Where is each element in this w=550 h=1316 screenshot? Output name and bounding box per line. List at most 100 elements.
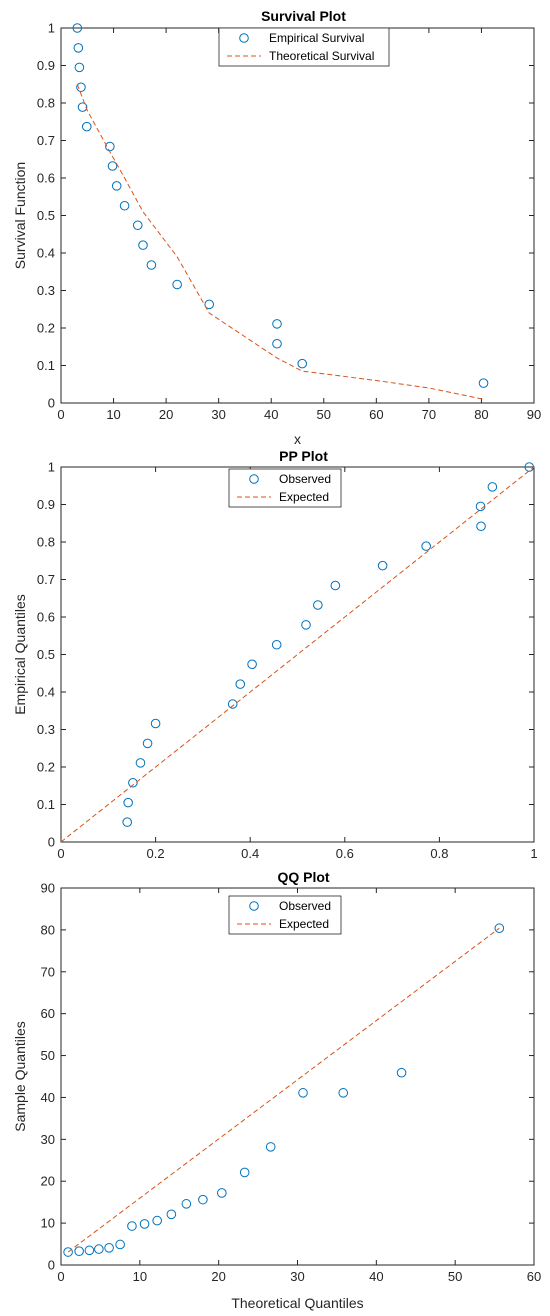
legend: Empirical Survival Theoretical Survival <box>218 27 390 67</box>
data-point <box>235 679 246 689</box>
data-point <box>119 200 130 211</box>
data-point <box>127 1221 137 1231</box>
legend-label: Expected <box>279 490 329 504</box>
legend: Observed Expected <box>228 895 342 935</box>
legend-box <box>218 27 390 67</box>
data-point <box>172 279 182 290</box>
data-point <box>181 1199 192 1209</box>
series-line-expected <box>60 466 535 843</box>
y-axis-label: Sample Quantiles <box>12 1021 28 1132</box>
y-tick-label: 0.2 <box>37 321 55 336</box>
y-tick-label: 0.5 <box>37 647 55 662</box>
data-point <box>265 1142 276 1152</box>
series-line-expected <box>67 927 500 1253</box>
y-tick-label: 0.1 <box>37 358 55 373</box>
data-point <box>152 1215 162 1226</box>
x-axis-label: Theoretical Quantiles <box>231 1295 363 1311</box>
x-tick-label: 20 <box>159 407 173 422</box>
y-tick-label: 0.9 <box>37 497 55 512</box>
legend-label: Expected <box>279 917 329 931</box>
y-tick-label: 90 <box>41 881 55 896</box>
series-line-expected <box>76 84 484 400</box>
x-tick-label: 30 <box>290 1269 304 1284</box>
y-tick-label: 0.5 <box>37 208 55 223</box>
y-tick-label: 0.3 <box>37 283 55 298</box>
x-tick-label: 10 <box>133 1269 147 1284</box>
x-axis-label: x <box>294 431 301 447</box>
x-tick-label: 0.2 <box>147 846 165 861</box>
data-point <box>204 299 215 310</box>
chart-title: QQ Plot <box>277 869 329 885</box>
x-tick-label: 90 <box>527 407 541 422</box>
y-tick-label: 40 <box>41 1090 55 1105</box>
y-tick-label: 30 <box>41 1132 55 1147</box>
y-tick-label: 60 <box>41 1006 55 1021</box>
legend-marker-swatch <box>239 33 249 43</box>
legend: Observed Expected <box>228 468 342 508</box>
legend-box <box>228 468 342 508</box>
y-tick-label: 50 <box>41 1048 55 1063</box>
data-point <box>94 1244 104 1254</box>
data-point <box>421 541 431 551</box>
data-point <box>132 220 143 231</box>
data-point <box>338 1088 349 1098</box>
y-tick-label: 10 <box>41 1216 55 1231</box>
data-point <box>73 43 84 53</box>
data-point <box>272 319 282 329</box>
data-point <box>111 181 122 191</box>
x-tick-label: 0 <box>57 1269 64 1284</box>
data-point <box>104 1243 114 1253</box>
data-point <box>166 1209 177 1220</box>
data-point <box>81 121 92 132</box>
data-point <box>115 1239 125 1250</box>
chart-panel-2: 0 0.2 0.4 0.6 0.8 1 0 0.1 0.2 0.3 0.4 0.5 0.6 0.7 0.8 0… <box>12 448 538 861</box>
y-tick-label: 0.6 <box>37 171 55 186</box>
y-tick-label: 0.8 <box>37 535 55 550</box>
x-tick-label: 50 <box>317 407 331 422</box>
data-point <box>272 338 282 349</box>
chart-panel-3: 0 10 20 30 40 50 60 0 10 20 30 40 50 60 70 80 90 QQ Plot T… <box>12 869 541 1311</box>
y-axis-label: Empirical Quantiles <box>12 594 28 715</box>
y-tick-label: 80 <box>41 922 55 937</box>
data-point <box>217 1188 227 1198</box>
x-tick-label: 60 <box>369 407 383 422</box>
legend-label: Empirical Survival <box>269 31 364 45</box>
data-point <box>77 102 88 112</box>
data-point <box>198 1194 208 1205</box>
x-tick-label: 0 <box>57 407 64 422</box>
legend-label: Observed <box>279 899 331 913</box>
x-tick-label: 50 <box>448 1269 462 1284</box>
y-tick-label: 0.2 <box>37 760 55 775</box>
y-tick-label: 1 <box>48 460 55 475</box>
x-tick-label: 10 <box>106 407 120 422</box>
data-point <box>128 777 138 788</box>
data-point <box>494 923 505 934</box>
x-tick-label: 30 <box>211 407 225 422</box>
data-point <box>377 560 388 571</box>
y-tick-label: 0 <box>48 1258 55 1273</box>
data-point <box>271 639 282 650</box>
data-point <box>297 358 308 369</box>
data-point <box>138 240 148 250</box>
y-tick-label: 1 <box>48 21 55 36</box>
data-point <box>74 1246 84 1256</box>
x-tick-label: 0 <box>57 846 64 861</box>
data-point <box>63 1247 73 1257</box>
y-tick-label: 0.4 <box>37 246 55 261</box>
data-point <box>123 797 133 808</box>
y-tick-label: 0.4 <box>37 685 55 700</box>
y-tick-label: 70 <box>41 964 55 979</box>
x-tick-label: 0.4 <box>241 846 259 861</box>
data-point <box>301 620 311 630</box>
x-tick-label: 0.8 <box>430 846 448 861</box>
data-point <box>142 738 153 749</box>
data-point <box>239 1167 250 1178</box>
x-tick-label: 40 <box>264 407 278 422</box>
x-tick-label: 80 <box>474 407 488 422</box>
plot-area <box>60 887 535 1266</box>
y-tick-label: 20 <box>41 1174 55 1189</box>
x-tick-label: 20 <box>211 1269 225 1284</box>
y-tick-label: 0.1 <box>37 797 55 812</box>
